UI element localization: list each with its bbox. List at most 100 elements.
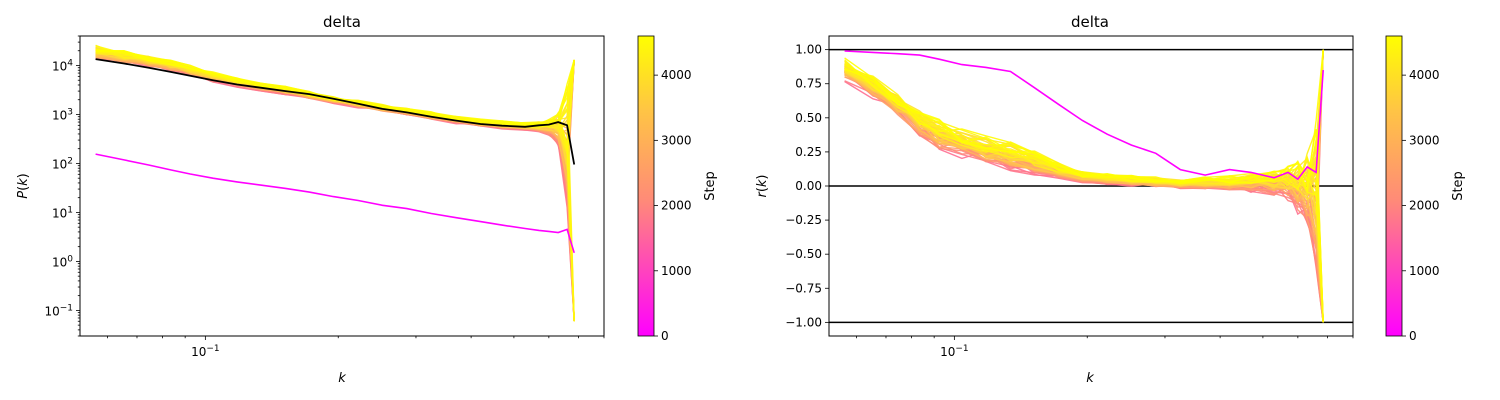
training-trace (95, 46, 575, 128)
training-trace (95, 53, 575, 322)
training-trace (844, 67, 1324, 323)
y-tick-label: 0.75 (795, 77, 822, 91)
training-trace (844, 68, 1324, 323)
left-colorbar-ticks: 0 1000 2000 3000 4000 (654, 68, 692, 343)
y-tick-label: −0.25 (785, 213, 822, 227)
training-trace (95, 54, 575, 322)
y-tick-label: 0.50 (795, 111, 822, 125)
training-trace (844, 67, 1324, 323)
target-trace (95, 58, 576, 165)
training-trace (844, 49, 1324, 192)
colorbar-tick-label: 4000 (1409, 68, 1440, 82)
training-trace (95, 51, 575, 322)
training-trace (844, 49, 1324, 247)
training-trace (844, 49, 1324, 236)
training-trace (95, 49, 575, 322)
y-tick-label: −1.00 (785, 315, 822, 329)
x-tick-label: 10−1 (940, 344, 969, 359)
training-trace (844, 67, 1324, 323)
right-colorbar-label: Step (1451, 171, 1466, 201)
training-trace (95, 49, 575, 322)
training-trace (95, 50, 575, 322)
left-traces (95, 44, 576, 322)
training-trace (844, 66, 1324, 323)
training-trace (95, 49, 575, 322)
training-trace (95, 53, 575, 322)
training-trace (844, 68, 1324, 323)
colorbar-tick-label: 3000 (661, 133, 692, 147)
training-trace (95, 51, 575, 164)
step-0-trace (844, 50, 1324, 181)
training-trace (844, 64, 1324, 323)
training-trace (95, 49, 575, 322)
right-ticks: 10−1 −1.00 −0.75 −0.50 −0.25 0.00 0.25 0.50 0.75… (785, 43, 1354, 359)
left-title: delta (323, 13, 361, 31)
colorbar-tick-label: 1000 (661, 264, 692, 278)
training-trace (95, 49, 575, 125)
y-tick-label: 103 (52, 107, 73, 122)
left-axes-frame (79, 35, 605, 337)
left-colorbar-gradient (637, 35, 655, 337)
right-title: delta (1071, 13, 1109, 31)
training-trace (95, 53, 575, 322)
training-trace (844, 49, 1324, 237)
y-tick-label: −0.50 (785, 247, 822, 261)
training-trace (95, 52, 575, 185)
training-trace (844, 59, 1324, 323)
training-trace (95, 55, 575, 322)
training-trace (844, 63, 1324, 323)
y-tick-label: 100 (52, 254, 73, 269)
training-trace (95, 48, 575, 322)
training-trace (95, 54, 575, 322)
y-tick-label: 104 (52, 58, 73, 73)
left-xlabel: k (338, 371, 346, 386)
training-trace (844, 64, 1324, 323)
training-trace (844, 49, 1324, 236)
left-colorbar: 0 1000 2000 3000 4000 Step (637, 35, 718, 343)
training-trace (844, 49, 1324, 223)
colorbar-tick-label: 1000 (1409, 264, 1440, 278)
training-trace (844, 49, 1324, 247)
training-trace (95, 49, 575, 322)
x-tick-label: 10−1 (191, 344, 220, 359)
training-trace (844, 68, 1324, 323)
y-tick-label: 0.00 (795, 179, 822, 193)
colorbar-tick-label: 0 (1409, 329, 1417, 343)
left-ticks: 10−1 10−1 100 101 102 103 104 (44, 35, 605, 359)
training-trace (844, 49, 1324, 243)
training-trace (95, 55, 575, 322)
right-colorbar-gradient (1385, 35, 1403, 337)
colorbar-tick-label: 2000 (661, 199, 692, 213)
y-tick-label: 1.00 (795, 43, 822, 57)
y-tick-label: 101 (52, 205, 73, 220)
right-traces (829, 48, 1353, 324)
training-trace (844, 68, 1324, 323)
training-trace (844, 49, 1324, 225)
training-trace (95, 45, 575, 322)
training-trace (95, 52, 575, 322)
right-ylabel: r(k) (755, 174, 770, 197)
right-colorbar-ticks: 0 1000 2000 3000 4000 (1402, 68, 1440, 343)
colorbar-tick-label: 2000 (1409, 199, 1440, 213)
colorbar-tick-label: 0 (661, 329, 669, 343)
left-ylabel: P(k) (16, 173, 31, 199)
left-colorbar-label: Step (703, 171, 718, 201)
y-tick-label: 10−1 (44, 303, 73, 318)
training-trace (95, 55, 575, 180)
training-trace (95, 54, 575, 322)
training-trace (95, 56, 575, 178)
training-trace (844, 49, 1324, 265)
training-trace (95, 49, 575, 322)
training-trace (95, 49, 575, 322)
training-trace (95, 50, 575, 322)
step-0-trace (95, 153, 575, 254)
training-trace (95, 49, 575, 322)
colorbar-tick-label: 3000 (1409, 133, 1440, 147)
left-panel: delta 10−1 10−1 100 101 102 103 104 k P(k) (16, 13, 605, 386)
training-trace (844, 69, 1324, 323)
training-trace (95, 51, 575, 322)
training-trace (95, 55, 575, 322)
training-trace (844, 69, 1324, 323)
y-tick-label: −0.75 (785, 281, 822, 295)
